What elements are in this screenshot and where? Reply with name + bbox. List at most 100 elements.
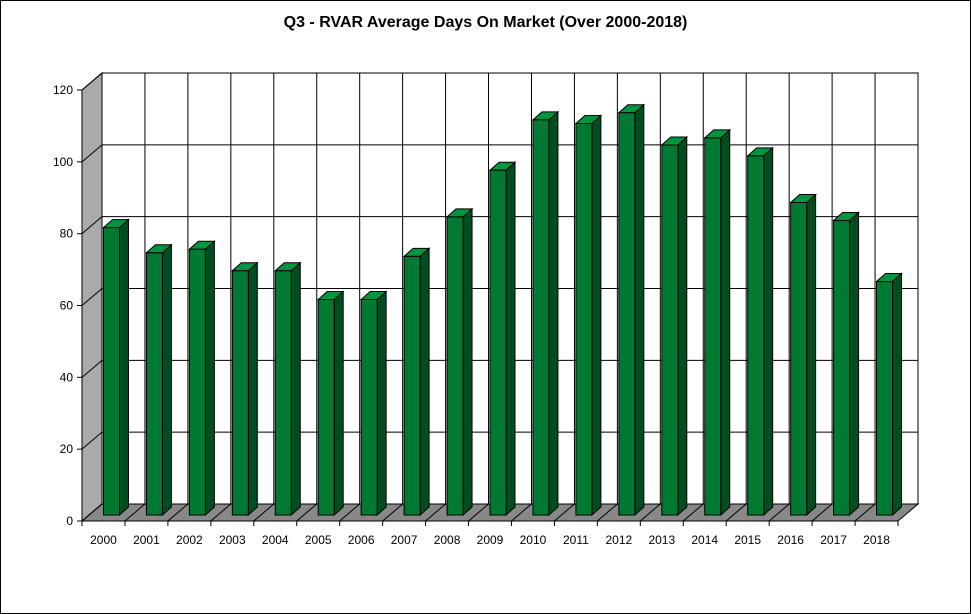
floor-line <box>124 503 146 522</box>
bar <box>875 272 903 517</box>
gridline-horizontal-side <box>81 288 103 306</box>
x-axis-ticks: 2000 2001 2002 2003 2004 2005 2006 2007 2008 2009… <box>81 520 899 547</box>
bar-front <box>747 155 765 516</box>
y-tick-label: 20 <box>60 442 74 456</box>
x-tick-label: 2012 <box>605 533 632 547</box>
bar-front <box>661 144 679 516</box>
y-axis-ticks: 0 20 40 60 80 100 120 <box>53 83 83 528</box>
bar-side <box>548 110 559 517</box>
x-tick-label: 2006 <box>348 533 375 547</box>
bar-side <box>720 128 731 517</box>
x-tick-label: 2011 <box>563 533 589 547</box>
floor-line <box>339 503 361 522</box>
floor-line <box>511 503 532 522</box>
x-tick-label: 2013 <box>648 533 675 547</box>
bar-front <box>489 169 507 516</box>
x-tick-label: 2000 <box>90 533 117 547</box>
bar <box>273 261 302 517</box>
bar-side <box>247 261 258 517</box>
bar-side <box>634 103 645 517</box>
floor-line <box>167 503 189 522</box>
bar-front <box>403 255 421 516</box>
y-tick-label: 40 <box>60 370 74 384</box>
bar-side <box>462 207 473 517</box>
bar-side <box>290 261 301 517</box>
bar-front <box>188 248 206 516</box>
chart-title: Q3 - RVAR Average Days On Market (Over 2… <box>283 14 688 31</box>
x-tick-label: 2018 <box>863 533 890 547</box>
gridline-horizontal-side <box>81 431 103 450</box>
bar-side <box>333 290 344 517</box>
floor-line <box>597 503 618 522</box>
floor-line <box>210 503 232 522</box>
bar-side <box>892 272 903 517</box>
bar <box>660 135 689 517</box>
bar-front <box>790 202 808 516</box>
bar <box>531 110 560 517</box>
bar <box>231 261 259 517</box>
bar-front <box>532 119 550 516</box>
bar-side <box>677 135 688 517</box>
bar-side <box>376 290 387 517</box>
gridline-horizontal-side <box>81 216 103 235</box>
bar-front <box>618 112 636 516</box>
x-tick-label: 2014 <box>691 533 718 547</box>
bar <box>102 218 130 517</box>
bar-side <box>591 114 602 517</box>
bar <box>402 247 431 517</box>
bar-side <box>505 161 516 517</box>
bar <box>789 193 817 517</box>
y-tick-label: 80 <box>60 227 74 241</box>
bar-side <box>849 211 860 517</box>
floor-line <box>854 503 876 522</box>
gridline-horizontal-side <box>81 72 103 91</box>
x-tick-label: 2007 <box>391 533 418 547</box>
bar-front <box>446 216 464 516</box>
x-tick-label: 2004 <box>262 533 289 547</box>
floor-line <box>811 503 833 522</box>
x-tick-label: 2009 <box>477 533 504 547</box>
bar-front <box>575 123 593 516</box>
x-tick-label: 2017 <box>820 533 847 547</box>
y-tick-label: 60 <box>60 299 74 313</box>
floor-line <box>296 503 318 522</box>
gridline-horizontal-side <box>81 359 103 378</box>
bar-front <box>274 270 292 516</box>
floor-line <box>768 503 790 522</box>
bar <box>832 211 860 517</box>
bar-front <box>102 227 120 516</box>
floor-line <box>725 503 747 522</box>
x-tick-label: 2005 <box>305 533 332 547</box>
bar <box>574 114 603 517</box>
bar <box>359 290 388 517</box>
bar-side <box>806 193 817 517</box>
x-tick-label: 2003 <box>219 533 246 547</box>
x-tick-label: 2015 <box>734 533 761 547</box>
bar-front <box>317 299 335 516</box>
bar <box>316 290 345 517</box>
bar <box>703 128 732 517</box>
bar-side <box>118 218 129 517</box>
bar <box>746 146 774 517</box>
bar <box>445 207 474 517</box>
bar-front <box>876 281 894 516</box>
y-tick-label: 120 <box>53 83 73 97</box>
bar-side <box>161 243 172 517</box>
bar-side <box>419 247 430 517</box>
bar <box>617 103 646 517</box>
y-tick-label: 0 <box>66 514 73 528</box>
bar-front <box>704 137 722 516</box>
gridline-horizontal-side <box>81 503 103 522</box>
floor-line <box>554 503 575 522</box>
x-tick-label: 2010 <box>520 533 547 547</box>
bar-front <box>231 270 249 516</box>
bar-front <box>360 299 378 516</box>
bar-front <box>145 252 163 516</box>
floor-line <box>639 503 661 522</box>
bar-front <box>833 219 851 516</box>
bar <box>145 243 173 517</box>
x-tick-label: 2001 <box>133 533 160 547</box>
floor-line <box>425 503 446 522</box>
bar-side <box>763 146 774 517</box>
